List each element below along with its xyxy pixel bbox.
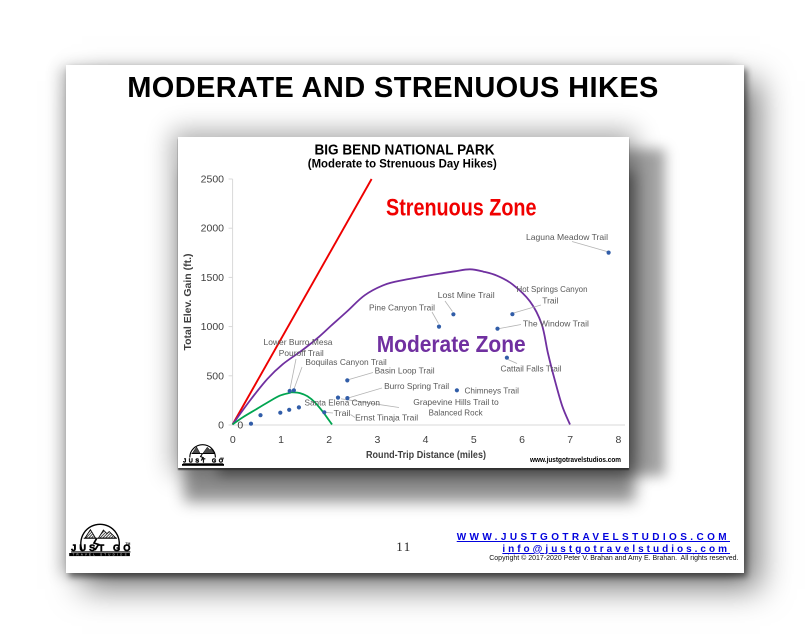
svg-text:Basin Loop Trail: Basin Loop Trail — [375, 366, 435, 376]
svg-text:TRAVEL STUDIOS: TRAVEL STUDIOS — [73, 552, 127, 556]
svg-text:500: 500 — [206, 370, 224, 382]
svg-text:Burro Spring Trail: Burro Spring Trail — [384, 381, 449, 391]
svg-text:0: 0 — [230, 434, 236, 446]
svg-text:www.justgotravelstudios.com: www.justgotravelstudios.com — [529, 455, 621, 464]
svg-text:Grapevine Hills Trail to: Grapevine Hills Trail to — [413, 397, 499, 407]
svg-text:0: 0 — [237, 420, 243, 432]
svg-text:JUST GO: JUST GO — [183, 459, 224, 465]
svg-text:Balanced Rock: Balanced Rock — [429, 408, 484, 418]
svg-text:Lower Burro Mesa: Lower Burro Mesa — [264, 337, 333, 347]
svg-text:0: 0 — [218, 420, 224, 432]
svg-text:7: 7 — [567, 434, 573, 446]
svg-text:Cattail Falls Trail: Cattail Falls Trail — [501, 364, 562, 374]
svg-text:3: 3 — [374, 434, 380, 446]
svg-text:TM: TM — [220, 458, 223, 461]
svg-text:Boquilas Canyon Trail: Boquilas Canyon Trail — [305, 357, 387, 367]
svg-text:Trail: Trail — [542, 296, 558, 306]
svg-text:Trail: Trail — [334, 408, 351, 418]
svg-text:8: 8 — [615, 434, 621, 446]
svg-text:Pine Canyon Trail: Pine Canyon Trail — [369, 303, 435, 313]
svg-text:Ernst Tinaja Trail: Ernst Tinaja Trail — [355, 412, 418, 422]
svg-text:1: 1 — [278, 434, 284, 446]
svg-text:4: 4 — [423, 434, 429, 446]
svg-text:Round-Trip Distance (miles): Round-Trip Distance (miles) — [366, 449, 486, 461]
svg-text:2000: 2000 — [201, 223, 225, 235]
svg-text:2: 2 — [326, 434, 332, 446]
svg-text:JUST GO: JUST GO — [71, 543, 130, 553]
svg-text:Moderate Zone: Moderate Zone — [377, 331, 526, 357]
svg-text:Hot Springs Canyon: Hot Springs Canyon — [517, 284, 588, 294]
svg-text:2500: 2500 — [201, 174, 225, 186]
svg-text:6: 6 — [519, 434, 525, 446]
svg-text:Strenuous Zone: Strenuous Zone — [386, 195, 537, 222]
svg-text:Laguna Meadow Trail: Laguna Meadow Trail — [526, 232, 608, 242]
svg-text:Santa Elena Canyon: Santa Elena Canyon — [305, 398, 381, 408]
svg-text:1000: 1000 — [201, 321, 225, 333]
svg-text:BIG BEND NATIONAL PARK: BIG BEND NATIONAL PARK — [315, 142, 495, 158]
svg-text:5: 5 — [471, 434, 477, 446]
svg-text:Lost Mine Trail: Lost Mine Trail — [438, 290, 495, 300]
svg-text:The Window Trail: The Window Trail — [523, 319, 589, 329]
svg-text:TM: TM — [125, 542, 130, 546]
svg-text:Chimneys Trail: Chimneys Trail — [464, 385, 519, 395]
svg-text:Total Elev. Gain (ft.): Total Elev. Gain (ft.) — [182, 254, 194, 351]
svg-text:(Moderate to Strenuous Day Hik: (Moderate to Strenuous Day Hikes) — [308, 157, 497, 171]
svg-text:1500: 1500 — [201, 272, 225, 284]
svg-text:Pouroff Trail: Pouroff Trail — [279, 348, 324, 358]
